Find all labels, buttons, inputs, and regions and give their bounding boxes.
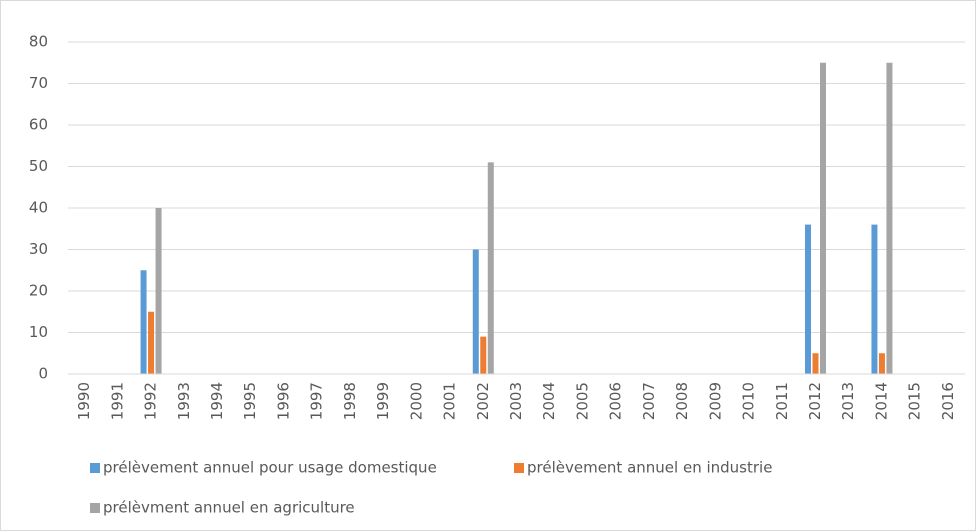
legend-swatch (514, 463, 524, 473)
bar (155, 208, 162, 374)
x-tick-label: 1999 (374, 382, 392, 420)
bar (812, 353, 819, 374)
x-tick-label: 2014 (872, 382, 890, 420)
x-tick-label: 2006 (607, 382, 625, 420)
y-tick-label: 10 (29, 323, 48, 341)
y-tick-label: 30 (29, 240, 48, 258)
x-tick-label: 2015 (906, 382, 924, 420)
x-tick-label: 1990 (75, 382, 93, 420)
legend-swatch (90, 463, 100, 473)
x-tick-label: 2007 (640, 382, 658, 420)
legend-label: prélèvment annuel en agriculture (103, 499, 355, 517)
x-tick-label: 1996 (274, 382, 292, 420)
bar (820, 62, 826, 374)
x-tick-label: 2003 (507, 382, 525, 420)
x-tick-label: 2004 (540, 382, 558, 420)
y-tick-label: 70 (29, 74, 48, 92)
x-tick-label: 1992 (142, 382, 160, 420)
x-tick-label: 2013 (839, 382, 857, 420)
x-tick-label: 2008 (673, 382, 691, 420)
y-tick-label: 80 (29, 33, 48, 51)
x-tick-label: 2001 (441, 382, 459, 420)
y-tick-label: 40 (29, 199, 48, 217)
bar (886, 62, 893, 374)
x-tick-label: 2002 (474, 382, 492, 420)
x-tick-label: 2005 (573, 382, 591, 420)
x-tick-label: 1995 (241, 382, 259, 420)
bar (871, 224, 878, 374)
bar (878, 353, 885, 374)
x-tick-label: 2010 (740, 382, 758, 420)
y-tick-label: 20 (29, 282, 48, 300)
bar (472, 249, 479, 374)
bar (140, 270, 147, 374)
x-tick-label: 1997 (308, 382, 326, 420)
x-tick-label: 1991 (108, 382, 126, 420)
x-tick-label: 1998 (341, 382, 359, 420)
x-tick-label: 1993 (175, 382, 193, 420)
bar (148, 311, 155, 374)
bar (805, 224, 811, 374)
x-tick-label: 1994 (208, 382, 226, 420)
x-tick-label: 2000 (407, 382, 425, 420)
x-tick-label: 2011 (773, 382, 791, 420)
x-tick-label: 2012 (806, 382, 824, 420)
x-tick-label: 2009 (706, 382, 724, 420)
legend-label: prélèvement annuel pour usage domestique (103, 459, 437, 477)
bar (487, 162, 494, 374)
x-tick-label: 2016 (939, 382, 957, 420)
legend-swatch (90, 503, 100, 513)
y-tick-label: 60 (29, 116, 48, 134)
legend-label: prélèvement annuel en industrie (527, 459, 772, 477)
y-tick-label: 0 (38, 365, 48, 383)
y-tick-label: 50 (29, 157, 48, 175)
bar (480, 336, 487, 374)
